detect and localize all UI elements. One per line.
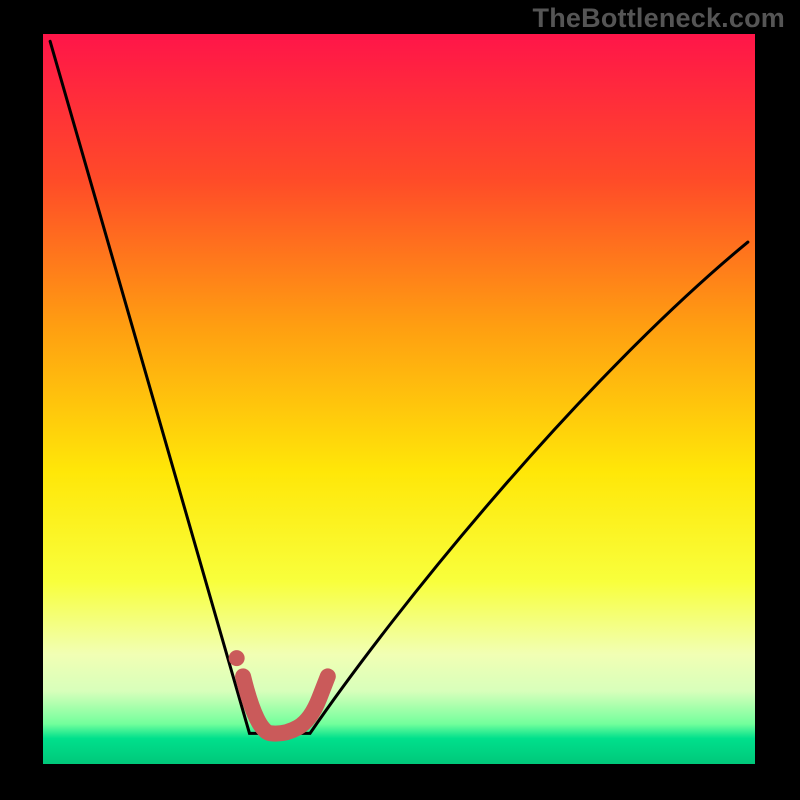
- watermark-text: TheBottleneck.com: [533, 3, 785, 34]
- chart-gradient-background: [43, 34, 755, 764]
- bottleneck-chart: [0, 0, 800, 800]
- current-position-marker: [229, 650, 245, 666]
- chart-stage: TheBottleneck.com: [0, 0, 800, 800]
